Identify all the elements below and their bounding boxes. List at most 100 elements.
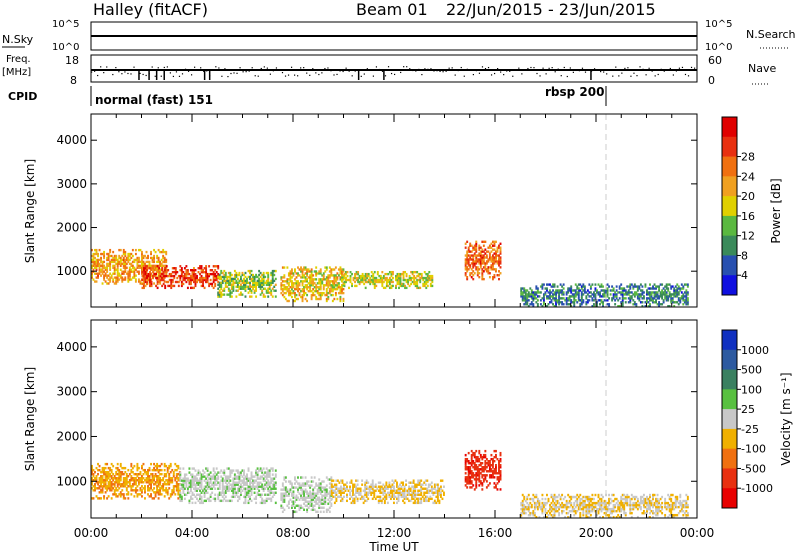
echo-cell (316, 510, 319, 514)
echo-cell (664, 297, 667, 300)
echo-cell (416, 282, 419, 286)
echo-cell (473, 260, 476, 263)
echo-cell (101, 268, 104, 271)
echo-cell (264, 501, 267, 505)
echo-cell (661, 291, 664, 294)
echo-cell (171, 274, 174, 278)
echo-cell (259, 481, 262, 484)
echo-cell (307, 268, 310, 271)
echo-cell (130, 464, 133, 468)
echo-cell (397, 499, 400, 503)
echo-cell (286, 278, 289, 281)
echo-cell (162, 483, 165, 486)
echo-cell (520, 515, 523, 519)
echo-cell (488, 244, 491, 247)
echo-cell (281, 289, 284, 293)
echo-cell (345, 276, 347, 280)
echo-cell (644, 283, 647, 286)
echo-cell (493, 274, 496, 277)
echo-cell (112, 258, 115, 262)
echo-cell (284, 476, 287, 479)
echo-cell (417, 489, 420, 492)
echo-cell (496, 246, 499, 249)
echo-cell (100, 479, 103, 482)
echo-cell (670, 297, 673, 300)
echo-cell (653, 291, 656, 294)
echo-cell (292, 282, 295, 285)
echo-cell (488, 462, 491, 465)
echo-cell (97, 497, 99, 500)
echo-cell (144, 270, 147, 274)
echo-cell (498, 254, 500, 257)
echo-cell (294, 496, 296, 499)
echo-cell (392, 481, 395, 484)
echo-cell (369, 282, 372, 286)
echo-cell (377, 485, 380, 488)
echo-cell (224, 275, 227, 279)
echo-cell (233, 481, 236, 484)
echo-cell (376, 278, 379, 282)
echo-cell (576, 285, 579, 288)
echo-cell (295, 288, 298, 291)
echo-cell (499, 476, 502, 479)
echo-cell (656, 297, 659, 300)
echo-cell (140, 272, 143, 275)
echo-cell (230, 469, 233, 472)
echo-cell (526, 501, 529, 505)
echo-cell (623, 293, 626, 296)
echo-cell (524, 303, 527, 306)
echo-cell (250, 489, 253, 492)
echo-cell (339, 289, 342, 293)
echo-cell (230, 291, 233, 294)
echo-cell (250, 473, 253, 476)
echo-cell (301, 476, 304, 479)
echo-cell (589, 295, 592, 298)
echo-cell (683, 291, 686, 294)
echo-cell (290, 484, 293, 487)
echo-cell (153, 260, 156, 264)
echo-cell (357, 278, 360, 282)
echo-cell (470, 449, 473, 453)
echo-cell (289, 482, 292, 485)
echo-cell (186, 487, 189, 490)
echo-cell (226, 281, 229, 285)
echo-cell (479, 254, 482, 257)
echo-cell (212, 274, 215, 278)
echo-cell (153, 256, 156, 260)
echo-cell (363, 278, 366, 282)
echo-cell (130, 264, 133, 268)
echo-cell (183, 276, 186, 280)
echo-cell (128, 262, 131, 266)
echo-cell (177, 483, 180, 486)
echo-cell (375, 280, 378, 284)
echo-cell (414, 491, 417, 494)
echo-cell (499, 258, 502, 261)
echo-cell (172, 489, 175, 492)
nave-point (433, 70, 435, 72)
echo-cell (599, 303, 601, 306)
echo-cell (205, 485, 208, 488)
echo-cell (94, 266, 96, 269)
echo-cell (165, 483, 168, 486)
echo-cell (157, 258, 160, 262)
echo-cell (481, 256, 484, 259)
echo-cell (110, 462, 113, 466)
echo-cell (303, 268, 306, 271)
echo-cell (527, 513, 530, 517)
nave-point (400, 71, 402, 74)
echo-cell (313, 492, 316, 495)
echo-cell (662, 287, 665, 290)
echo-cell (594, 287, 597, 290)
echo-cell (412, 489, 415, 492)
echo-cell (159, 264, 162, 268)
echo-cell (223, 471, 226, 474)
echo-cell (106, 470, 109, 474)
echo-cell (395, 286, 397, 290)
echo-cell (212, 467, 215, 470)
echo-cell (533, 495, 536, 499)
echo-cell (425, 276, 428, 280)
echo-cell (281, 276, 284, 279)
echo-cell (125, 489, 128, 492)
echo-cell (159, 464, 162, 468)
echo-cell (495, 252, 497, 255)
